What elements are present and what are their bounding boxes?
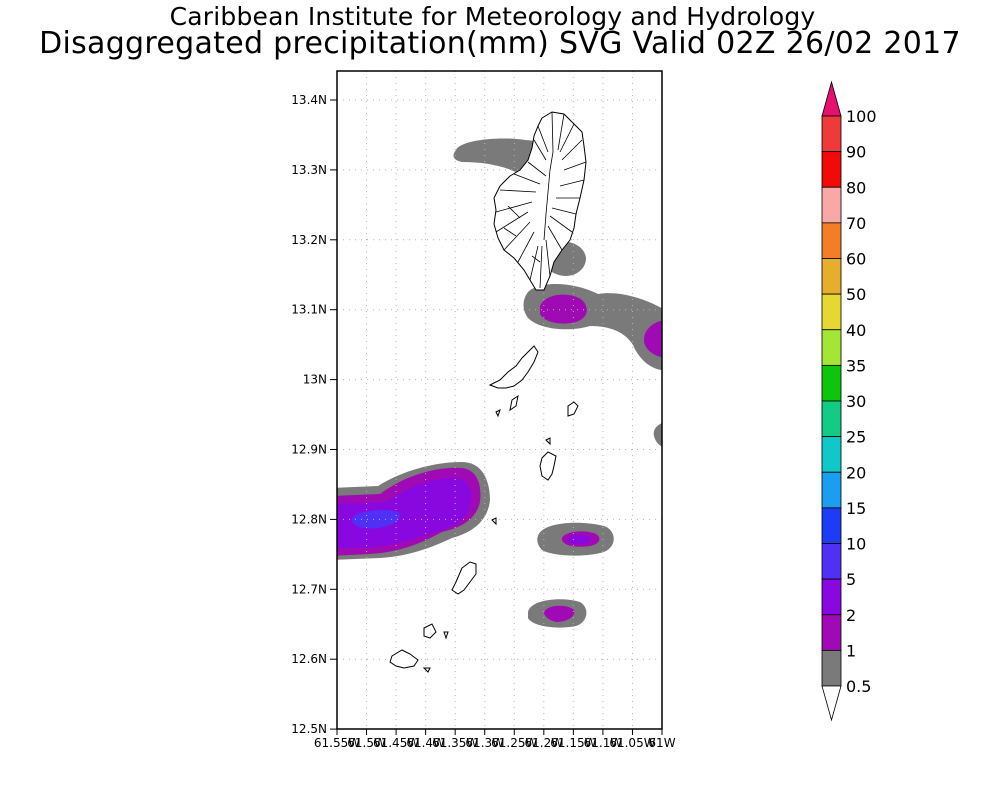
precip-area-5mm (351, 510, 400, 529)
lat-label: 12.6N (291, 652, 327, 666)
institute-title: Caribbean Institute for Meteorology and … (169, 2, 816, 31)
island-islet (491, 517, 497, 526)
legend-label: 80 (846, 178, 866, 197)
legend-label: 1 (846, 641, 856, 660)
island-saint-vincent (493, 111, 587, 291)
precip-area-2mm (337, 477, 472, 548)
legend-label: 30 (846, 392, 866, 411)
lat-label: 13N (303, 373, 327, 387)
legend-label: 0.5 (846, 677, 871, 696)
legend-swatch (821, 364, 842, 402)
lat-label: 13.3N (291, 163, 327, 177)
lat-label: 12.8N (291, 512, 327, 526)
lat-label: 13.4N (291, 93, 327, 107)
legend-swatch (821, 614, 842, 651)
legend-label: 100 (846, 107, 877, 126)
island-mayreau (451, 561, 477, 595)
legend-label: 2 (846, 606, 856, 625)
legend-label: 70 (846, 214, 866, 233)
longitude-labels: 61.55W61.5W61.45W61.4W61.35W61.3W61.25W6… (314, 736, 676, 750)
product-title: Disaggregated precipitation(mm) SVG Vali… (39, 26, 961, 61)
legend-label: 50 (846, 285, 866, 304)
lat-label: 13.1N (291, 303, 327, 317)
precipitation-layer (337, 138, 662, 628)
precip-area-0.5mm (653, 423, 662, 447)
precip-area-1mm (540, 294, 587, 324)
precip-area-1mm (644, 320, 662, 358)
legend-swatch (821, 436, 842, 473)
legend-swatch (821, 329, 842, 366)
latitude-labels: 13.4N 13.3N 13.2N 13.1N 13N 12.9N 12.8N 12.7N 12… (291, 93, 327, 736)
legend-arrow-top (821, 80, 842, 117)
island-carriacou (389, 649, 419, 669)
lon-label: 61.2W (525, 736, 564, 750)
lat-label: 12.9N (291, 443, 327, 457)
lon-label: 61.55W (314, 736, 360, 750)
legend-swatch (821, 293, 842, 331)
island-islet (443, 631, 449, 640)
island-islet (495, 409, 501, 418)
island-islet (545, 437, 551, 446)
legend-label: 60 (846, 250, 866, 269)
legend-label: 20 (846, 463, 866, 482)
legend-label: 15 (846, 499, 866, 518)
lon-label: 61.05W (609, 736, 655, 750)
map-frame (336, 70, 663, 730)
island-union (423, 623, 437, 639)
legend-swatch (821, 578, 842, 616)
lat-label: 13.2N (291, 233, 327, 247)
legend-swatch (821, 507, 842, 544)
legend-swatch (821, 115, 842, 153)
lon-label: 61.3W (465, 736, 504, 750)
lat-label: 12.5N (291, 722, 327, 736)
island-mustique (567, 401, 579, 417)
island-bequia (488, 345, 539, 389)
legend-swatch (821, 400, 842, 438)
lon-label: 61.25W (491, 736, 537, 750)
lat-label: 12.7N (291, 582, 327, 596)
precip-area-1mm (544, 605, 575, 622)
lon-label: 61.45W (373, 736, 419, 750)
island-islet (509, 394, 519, 412)
legend-swatch (821, 543, 842, 580)
island-islet (422, 667, 431, 673)
legend-label: 25 (846, 428, 866, 447)
lon-label: 61W (648, 736, 675, 750)
legend-label: 5 (846, 570, 856, 589)
axis-ticks (330, 99, 663, 735)
legend-swatch (821, 186, 842, 224)
legend-label: 10 (846, 535, 866, 554)
color-legend: 100 90 80 70 60 50 40 35 30 25 20 15 10 5 2 1 0.5 (821, 80, 877, 722)
lon-label: 61.15W (550, 736, 596, 750)
graticule (337, 71, 662, 729)
legend-swatch (821, 222, 842, 259)
legend-label: 90 (846, 143, 866, 162)
lon-label: 61.5W (347, 736, 386, 750)
precip-area-2mm (567, 535, 591, 544)
legend-swatch (821, 649, 842, 687)
legend-swatch (821, 151, 842, 188)
legend-swatch (821, 471, 842, 509)
island-canouan (539, 451, 557, 481)
legend-label: 40 (846, 321, 866, 340)
legend-swatch (821, 258, 842, 295)
precip-area-0.5mm (523, 283, 662, 371)
lon-label: 61.1W (584, 736, 623, 750)
lon-label: 61.4W (406, 736, 445, 750)
legend-label: 35 (846, 356, 866, 375)
lon-label: 61.35W (432, 736, 478, 750)
legend-arrow-bottom (821, 685, 842, 722)
